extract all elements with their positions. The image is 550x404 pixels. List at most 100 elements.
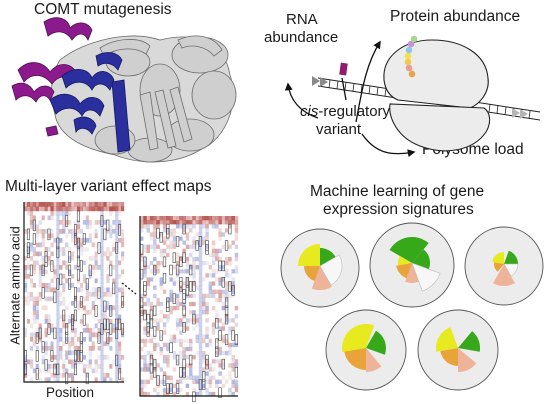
heatmap-small-cell <box>68 319 72 324</box>
heatmap-large-wildtype-box <box>198 236 203 247</box>
heatmap-large-cell <box>208 216 213 221</box>
heatmap-small-cell <box>59 211 63 216</box>
heatmap-small-cell <box>26 296 31 302</box>
heatmap-small-cell <box>106 341 110 347</box>
heatmap-small-wildtype-box <box>79 350 83 362</box>
heatmap-small-cell <box>121 355 125 360</box>
heatmap-large-cell <box>202 334 206 339</box>
heatmap-small-cell <box>112 278 116 284</box>
heatmap-large-cell <box>189 338 193 344</box>
heatmap-large-cell <box>149 375 154 380</box>
heatmap-large-cell <box>172 244 177 249</box>
heatmap-small-cell <box>109 287 113 293</box>
heatmap-small-cell <box>29 337 34 342</box>
heatmap-small-cell <box>38 265 42 270</box>
heatmap-small-cell <box>44 305 48 311</box>
heatmap-large-cell <box>218 326 222 331</box>
heatmap-large-cell <box>169 216 173 221</box>
heatmap-large-cell <box>205 232 209 237</box>
heatmap-small-cell <box>32 202 36 207</box>
heatmap-large-cell <box>192 293 196 299</box>
heatmap-large-wildtype-box <box>159 232 163 243</box>
heatmap-small-cell <box>103 305 107 311</box>
heatmap-small-cell <box>115 373 119 378</box>
heatmap-small-cell <box>94 292 98 297</box>
heatmap-large-cell <box>146 363 150 368</box>
heatmap-small-cell <box>47 283 51 288</box>
heatmap-small-cell <box>53 355 57 360</box>
heatmap-small-wildtype-box <box>68 264 72 277</box>
heatmap-small-cell <box>41 229 45 234</box>
heatmap-small-cell <box>44 202 48 207</box>
heatmap-large-cell <box>182 281 186 286</box>
heatmap-large-cell <box>224 293 229 299</box>
heatmap-large-cell <box>224 285 229 290</box>
heatmap-small-cell <box>115 292 119 297</box>
heatmap-large-cell <box>153 265 157 270</box>
nascent-peptide-icon <box>404 35 418 78</box>
heatmap-large-cell <box>215 289 219 294</box>
heatmap-large-cell <box>143 261 147 266</box>
heatmap-small-cell <box>50 233 54 239</box>
heatmap-small-cell <box>103 341 107 347</box>
heatmap-small-wildtype-box <box>32 233 36 245</box>
heatmap-small-cell <box>53 265 57 270</box>
heatmap-small-cell <box>35 373 39 378</box>
heatmap-small-cell <box>82 238 86 243</box>
heatmap-large-cell <box>146 330 150 335</box>
heatmap-small-cell <box>62 364 66 369</box>
heatmap-large-cell <box>172 277 177 282</box>
heatmap-small-cell <box>109 292 113 297</box>
heatmap-small-cell <box>91 206 95 212</box>
heatmap-large-wildtype-box <box>166 383 170 394</box>
heatmap-small-cell <box>115 256 119 261</box>
heatmap-small-cell <box>118 206 122 212</box>
heatmap-small-cell <box>100 274 104 279</box>
heatmap-large-cell <box>159 351 164 356</box>
heatmap-large-cell <box>192 310 196 315</box>
heatmap-large-cell <box>175 359 180 364</box>
heatmap-large-cell <box>228 273 232 278</box>
heatmap-small-cell <box>29 215 34 221</box>
heatmap-large-cell <box>143 379 147 384</box>
heatmap-small-cell <box>118 314 122 320</box>
heatmap-small-cell <box>74 202 78 207</box>
heatmap-small-cell <box>82 310 86 315</box>
heatmap-small-cell <box>74 233 78 239</box>
heatmap-small-cell <box>62 283 66 288</box>
heatmap-large-cell <box>211 322 216 327</box>
heatmap-large-cell <box>179 351 183 356</box>
heatmap-large-cell <box>195 240 199 245</box>
heatmap-small-cell <box>50 206 54 212</box>
signature-wedge <box>344 348 366 371</box>
heatmap-small <box>23 202 125 385</box>
heatmap-large-cell <box>140 252 144 258</box>
signature-wedge <box>389 237 429 263</box>
signature-wedge <box>411 262 441 292</box>
heatmap-small-cell <box>44 368 48 374</box>
heatmap-large-cell <box>156 224 160 229</box>
heatmap-large-cell <box>149 236 154 241</box>
heatmap-large-cell <box>224 261 229 266</box>
heatmap-large-cell <box>185 391 190 397</box>
heatmap-small-cell <box>24 301 28 306</box>
heatmap-large-cell <box>198 224 203 229</box>
heatmap-large-cell <box>169 310 173 315</box>
heatmap-large-cell <box>231 355 235 360</box>
heatmap-large-cell <box>211 367 216 372</box>
heatmap-small-cell <box>35 310 39 315</box>
heatmap-small-cell <box>50 328 54 333</box>
heatmap-large-cell <box>172 334 177 339</box>
heatmap-small-cell <box>94 251 98 257</box>
heatmap-large-cell <box>159 277 164 282</box>
heatmap-small-cell <box>97 355 101 360</box>
heatmap-small-cell <box>35 260 39 266</box>
heatmap-small-cell <box>82 328 86 333</box>
heatmap-small-cell <box>35 296 39 302</box>
heatmap-large-cell <box>146 351 150 356</box>
heatmap-large-cell <box>224 269 229 274</box>
heatmap-small-cell <box>103 328 107 333</box>
heatmap-small-cell <box>26 301 31 306</box>
heatmap-large-cell <box>156 342 160 348</box>
heatmap-small-cell <box>62 323 66 329</box>
